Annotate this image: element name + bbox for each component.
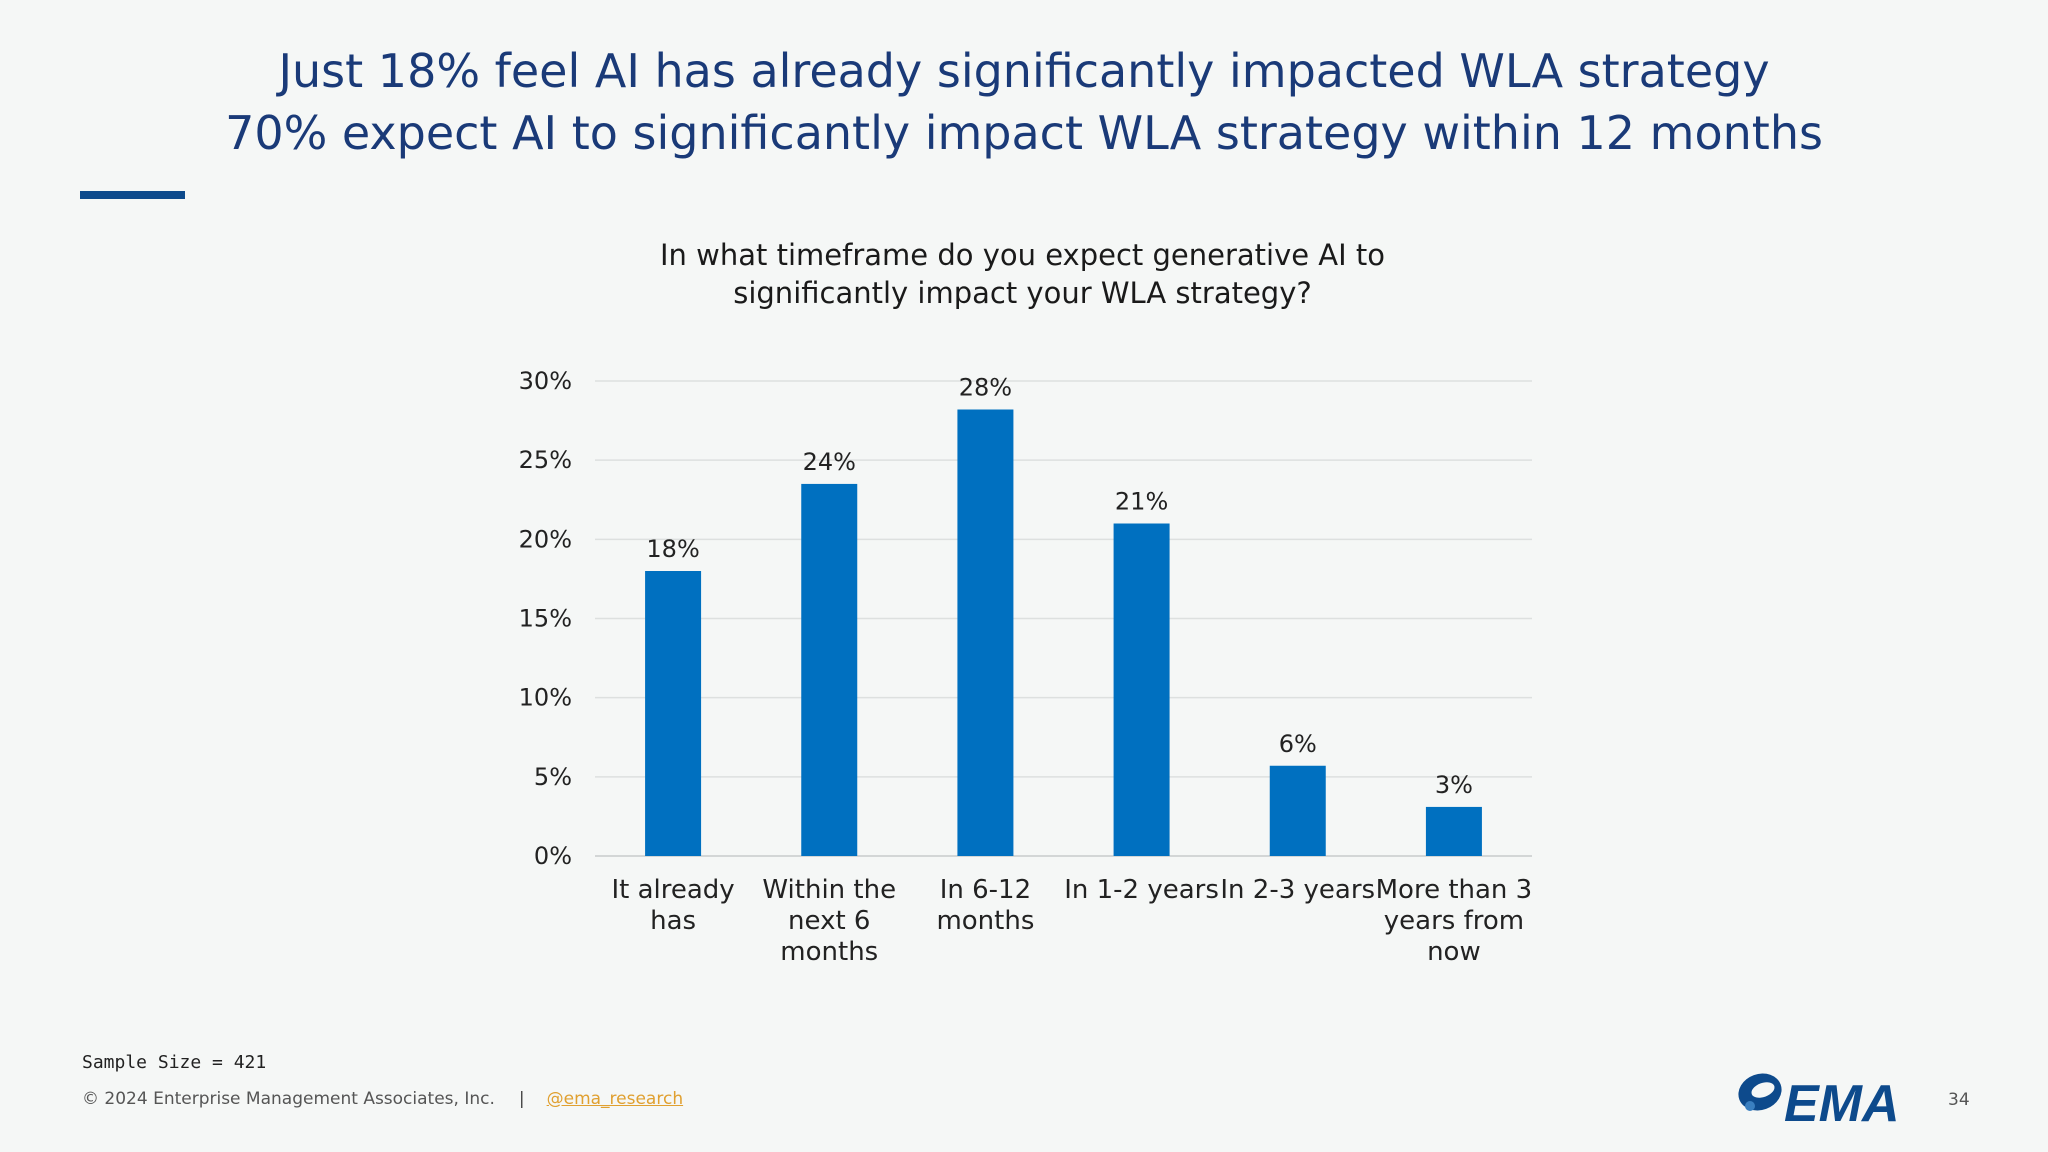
data-label: 24% [803,448,856,476]
x-category-label: In 2-3 years [1220,875,1375,905]
x-category-label: It already [611,875,734,905]
bar [1269,765,1326,856]
y-tick-label: 20% [519,525,572,553]
data-label: 3% [1435,771,1473,799]
y-tick-label: 15% [519,605,572,633]
x-category-label: next 6 [788,906,870,936]
footer-copyright-line: © 2024 Enterprise Management Associates,… [82,1089,683,1109]
bar [801,483,858,856]
chart-title-line-1: In what timeframe do you expect generati… [659,238,1386,272]
sample-size: Sample Size = 421 [82,1052,267,1073]
footer-separator: | [518,1089,525,1109]
x-category-label: has [650,906,696,936]
page-number: 34 [1948,1090,1970,1110]
x-category-label: More than 3 [1376,875,1533,905]
x-category-label: now [1427,937,1481,967]
x-category-label: In 1-2 years [1064,875,1219,905]
chart-title-line-2: significantly impact your WLA strategy? [733,276,1312,310]
y-tick-label: 25% [519,446,572,474]
x-category-label: months [780,937,878,967]
y-tick-label: 30% [519,367,572,395]
bar [645,571,702,856]
logo-wordmark: EMA [1784,1075,1900,1126]
page-headline: Just 18% feel AI has already significant… [0,40,2048,164]
bar [1425,806,1482,856]
data-label: 21% [1115,488,1168,516]
x-category-label: Within the [762,875,896,905]
headline-line-2: 70% expect AI to significantly impact WL… [225,106,1823,160]
y-tick-label: 5% [534,763,572,791]
headline-line-1: Just 18% feel AI has already significant… [278,44,1770,98]
y-tick-label: 10% [519,684,572,712]
data-label: 28% [959,374,1012,402]
ema-logo: EMA [1738,1073,1900,1126]
bar [957,409,1014,856]
data-label: 18% [646,535,699,563]
chart-title: In what timeframe do you expect generati… [520,236,1525,312]
data-label: 6% [1279,730,1317,758]
y-tick-label: 0% [534,842,572,870]
bar [1113,523,1170,856]
copyright-text: © 2024 Enterprise Management Associates,… [82,1089,495,1109]
x-category-label: months [936,906,1034,936]
twitter-handle-link[interactable]: @ema_research [546,1089,684,1109]
accent-bar [80,191,185,199]
x-category-label: years from [1384,906,1524,936]
x-category-label: In 6-12 [940,875,1031,905]
